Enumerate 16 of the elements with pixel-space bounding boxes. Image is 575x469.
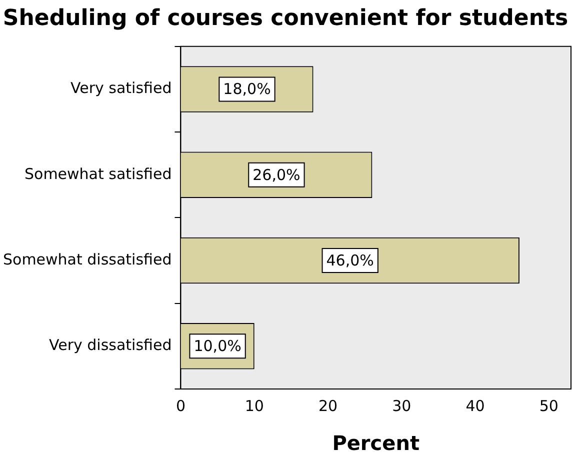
y-tick-label: Somewhat satisfied xyxy=(24,164,172,183)
x-tick-label: 30 xyxy=(392,396,412,415)
x-tick-label: 10 xyxy=(244,396,264,415)
data-label: 10,0% xyxy=(194,337,242,356)
x-tick-label: 40 xyxy=(466,396,485,415)
data-label: 46,0% xyxy=(326,251,374,270)
x-axis-title: Percent xyxy=(332,431,420,456)
x-tick-label: 20 xyxy=(318,396,338,415)
data-label: 18,0% xyxy=(223,80,271,98)
y-tick-label: Somewhat dissatisfied xyxy=(2,250,172,268)
x-tick-label: 50 xyxy=(539,396,558,415)
x-tick-label: 0 xyxy=(176,396,186,415)
y-tick-label: Very dissatisfied xyxy=(49,336,172,354)
data-label: 26,0% xyxy=(252,166,300,184)
y-tick-label: Very satisfied xyxy=(70,79,172,98)
chart-title: Sheduling of courses convenient for students xyxy=(2,6,568,31)
